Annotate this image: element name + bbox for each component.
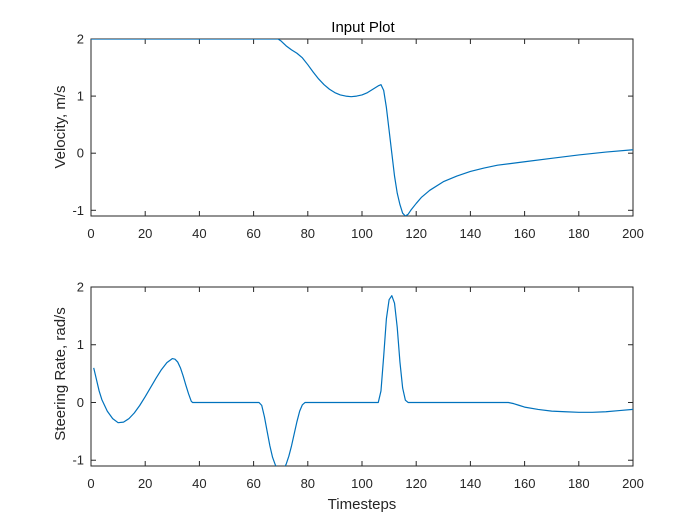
x-tick-label: 180 [568, 476, 590, 491]
x-tick-label: 20 [138, 476, 152, 491]
steering-rate-subplot: Steering Rate, rad/s Timesteps 0 20 40 60 80… [52, 280, 644, 514]
timesteps-axis-label: Timesteps [328, 496, 397, 513]
x-tick-label: 120 [405, 226, 427, 241]
y-tick-label: 0 [77, 395, 84, 410]
x-tick-label: 160 [514, 226, 536, 241]
x-tick-label: 100 [351, 476, 373, 491]
x-tick-label: 180 [568, 226, 590, 241]
y-tick-label: 2 [77, 280, 84, 295]
series-line [93, 295, 633, 466]
x-tick-label: 80 [301, 226, 315, 241]
x-tick-label: 0 [87, 226, 94, 241]
x-tick-label: 120 [405, 476, 427, 491]
velocity-subplot: Input Plot Velocity, m/s 0 20 40 60 80 100 120… [52, 19, 644, 241]
x-tick-label: 60 [246, 226, 260, 241]
x-tick-label: 200 [622, 226, 644, 241]
x-tick-label: 0 [87, 476, 94, 491]
x-tick-label: 160 [514, 476, 536, 491]
y-tick-label: -1 [72, 453, 84, 468]
x-tick-label: 60 [246, 476, 260, 491]
y-tick-label: 2 [77, 32, 84, 47]
velocity-axis-label: Velocity, m/s [52, 85, 69, 168]
x-tick-label: 80 [301, 476, 315, 491]
x-tick-label: 40 [192, 476, 206, 491]
series-line [91, 39, 633, 216]
x-tick-label: 140 [460, 476, 482, 491]
y-tick-label: 1 [77, 337, 84, 352]
y-tick-label: 1 [77, 89, 84, 104]
plot-title: Input Plot [331, 19, 395, 36]
x-tick-label: 200 [622, 476, 644, 491]
x-tick-label: 20 [138, 226, 152, 241]
x-tick-label: 140 [460, 226, 482, 241]
x-tick-label: 40 [192, 226, 206, 241]
y-tick-label: -1 [72, 203, 84, 218]
y-tick-label: 0 [77, 146, 84, 161]
steering-rate-axis-label: Steering Rate, rad/s [52, 307, 69, 440]
x-tick-label: 100 [351, 226, 373, 241]
